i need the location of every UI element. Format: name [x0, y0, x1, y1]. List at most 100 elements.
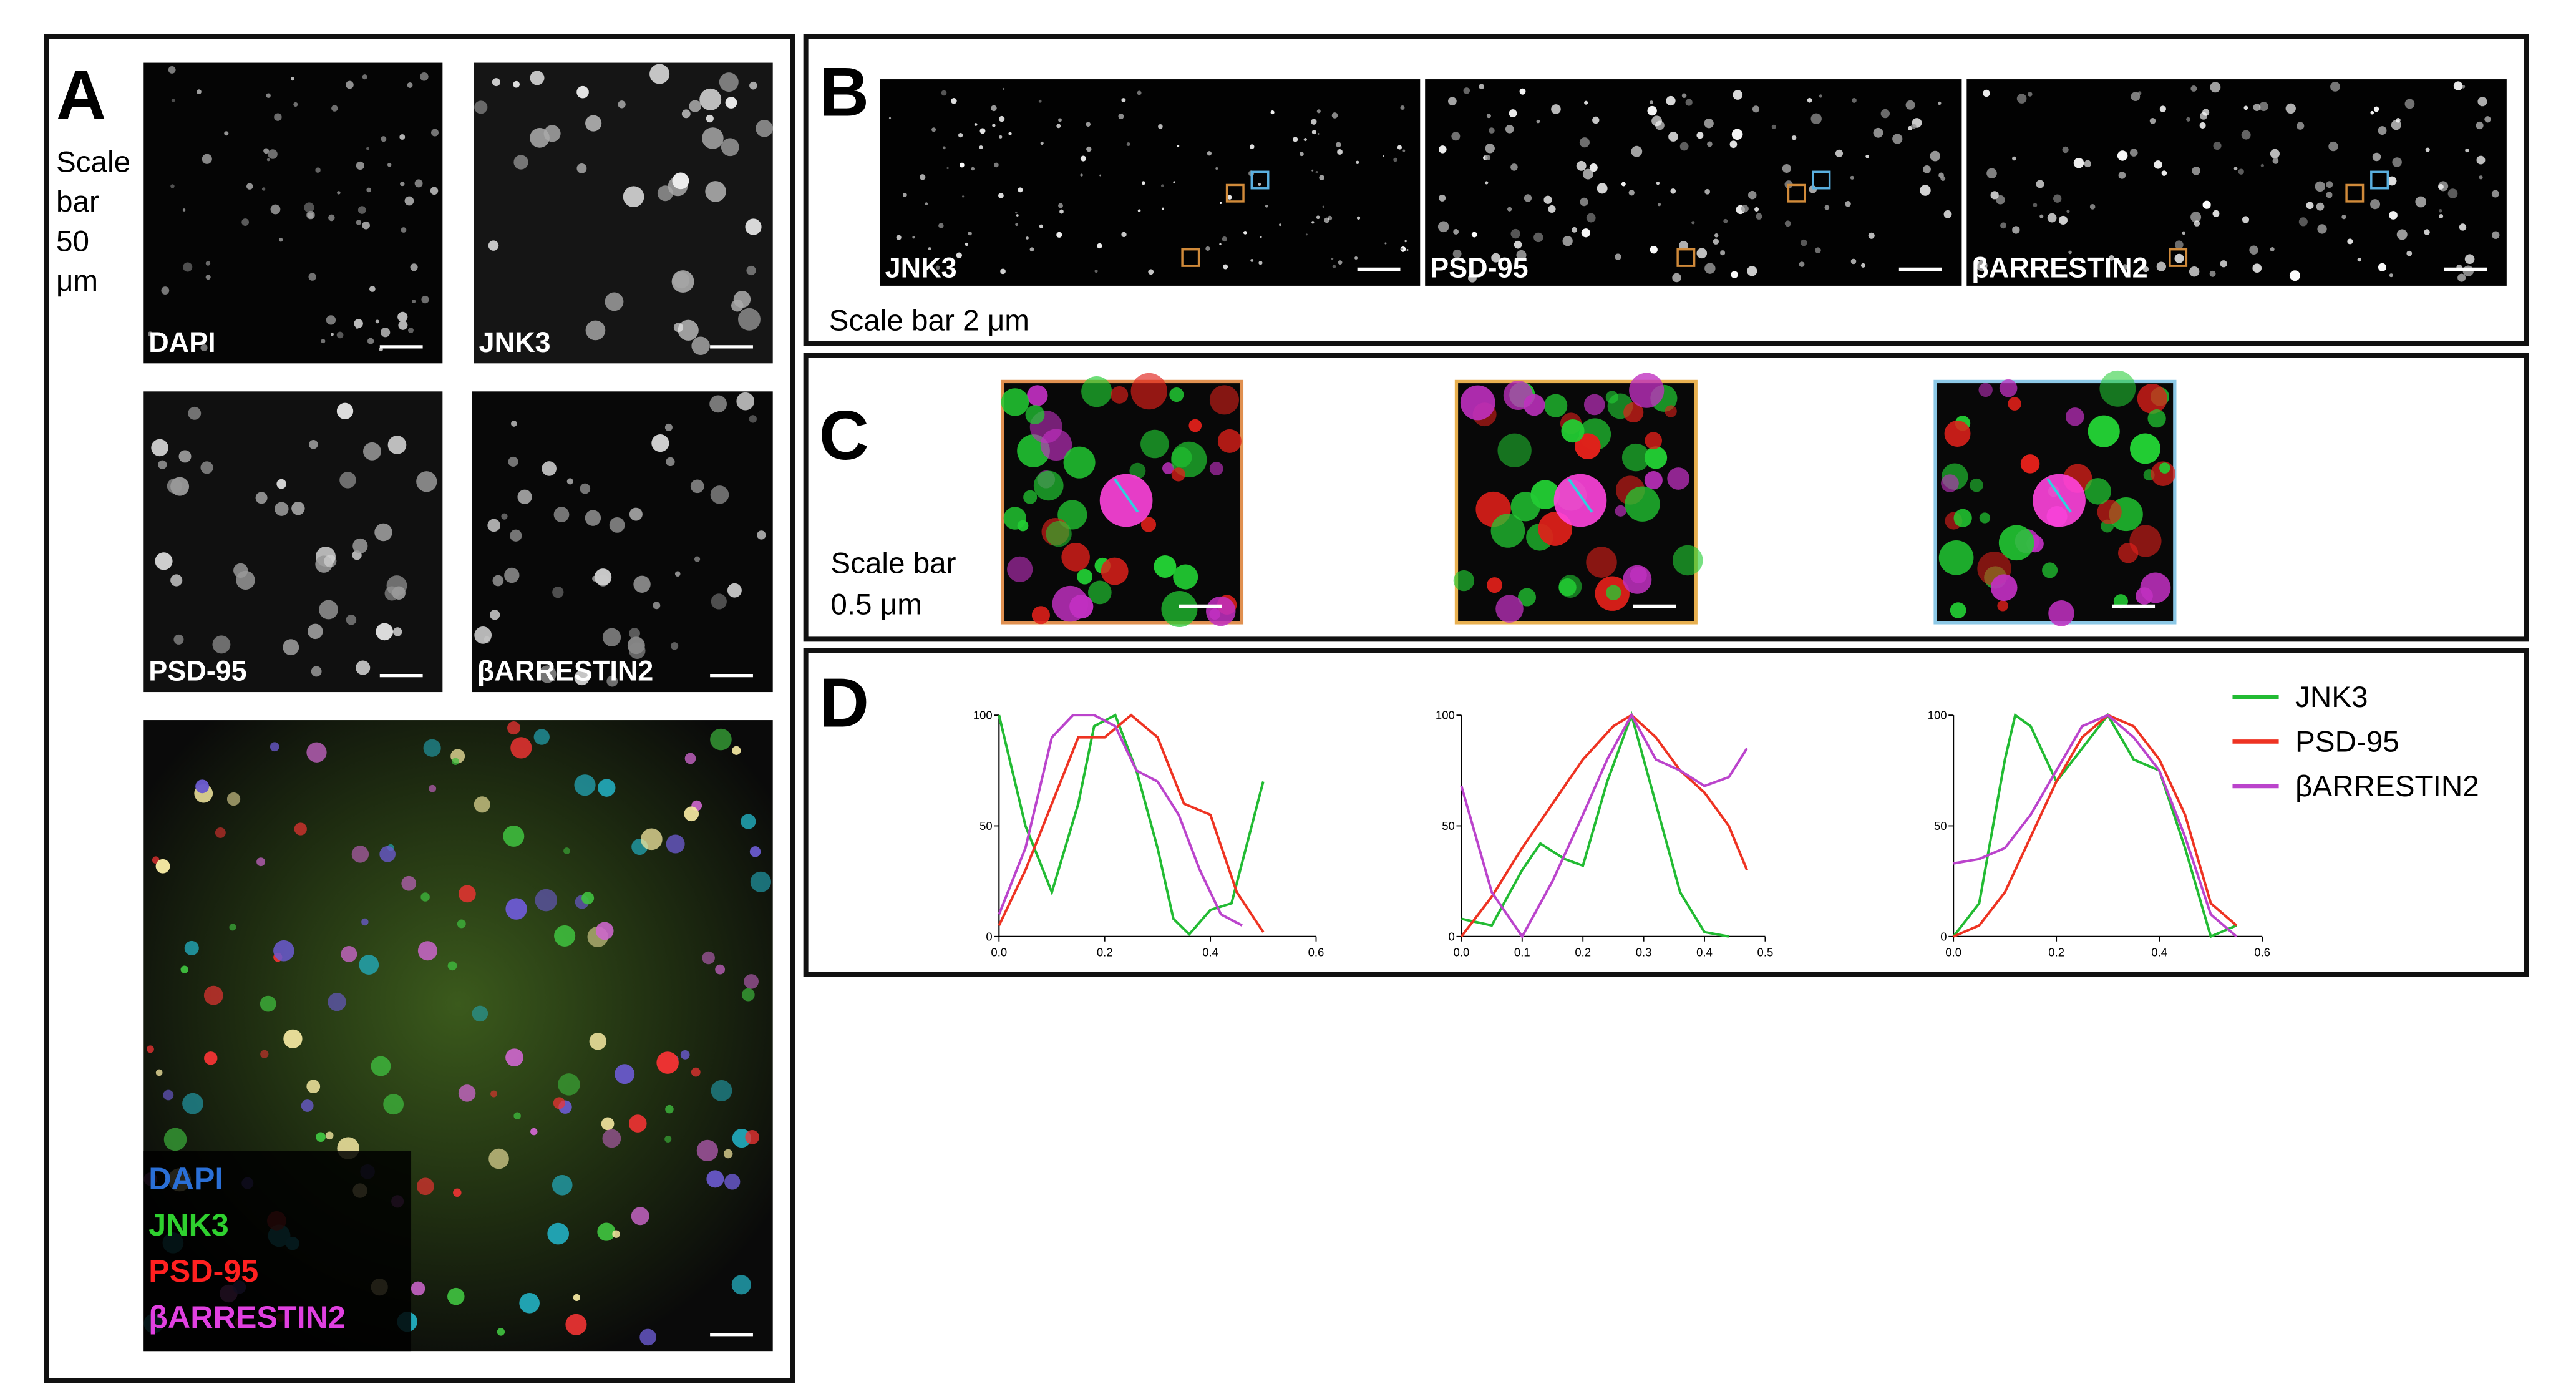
x-tick-label: 0.0	[991, 946, 1007, 959]
x-tick-label: 0.6	[1308, 946, 1324, 959]
signal-spot	[1097, 243, 1102, 249]
signal-spot	[492, 575, 504, 587]
panel-letter: A	[56, 56, 106, 134]
signal-spot	[741, 814, 756, 829]
scale-note: Scale bar 2 μm	[829, 304, 1029, 337]
signal-spot	[1491, 253, 1501, 263]
panel-letter: D	[819, 664, 869, 742]
signal-spot	[354, 319, 363, 328]
signal-spot	[1337, 149, 1343, 155]
roi-box	[2169, 248, 2188, 267]
signal-spot	[1733, 90, 1743, 100]
signal-spot	[1860, 263, 1865, 268]
arrow	[1567, 478, 1593, 513]
micrograph	[472, 391, 773, 693]
signal-spot	[399, 134, 406, 140]
signal-spot	[2137, 383, 2167, 414]
signal-spot	[1657, 203, 1661, 207]
signal-spot	[1810, 113, 1822, 125]
signal-spot	[2243, 105, 2248, 110]
signal-spot	[414, 179, 423, 188]
signal-spot	[1209, 385, 1239, 415]
signal-spot	[1126, 142, 1130, 147]
signal-spot	[1497, 433, 1532, 468]
signal-spot	[1001, 388, 1029, 416]
signal-spot	[1437, 221, 1449, 233]
signal-spot	[155, 1069, 163, 1076]
signal-spot	[2457, 273, 2466, 282]
scale-note: Scale bar	[830, 547, 956, 580]
signal-spot	[920, 174, 926, 180]
signal-spot	[710, 728, 732, 751]
signal-spot	[1868, 232, 1875, 239]
signal-spot	[1665, 405, 1677, 417]
signal-spot	[2415, 196, 2427, 208]
signal-spot	[999, 135, 1003, 139]
signal-spot	[1998, 525, 2034, 561]
signal-spot	[356, 161, 364, 170]
signal-spot	[283, 639, 299, 656]
signal-spot	[1322, 205, 1324, 208]
signal-spot	[1516, 250, 1527, 260]
signal-spot	[336, 331, 344, 339]
signal-spot	[691, 336, 710, 355]
signal-spot	[1679, 241, 1688, 250]
signal-spot	[1938, 172, 1944, 178]
signal-spot	[2437, 183, 2444, 190]
signal-spot	[361, 918, 369, 926]
signal-spot	[1033, 470, 1064, 501]
signal-spot	[2253, 104, 2261, 111]
signal-spot	[1311, 169, 1314, 172]
signal-spot	[1880, 109, 1890, 119]
signal-spot	[1487, 577, 1503, 593]
signal-spot	[2316, 202, 2325, 211]
signal-spot	[1681, 93, 1687, 99]
signal-spot	[1509, 109, 1517, 118]
signal-spot	[1930, 150, 1941, 162]
signal-spot	[2464, 254, 2475, 265]
signal-spot	[2465, 148, 2469, 153]
signal-spot	[1720, 250, 1726, 256]
signal-spot	[513, 155, 528, 170]
signal-spot	[657, 185, 673, 202]
merge-legend-label: DAPI	[148, 1161, 223, 1196]
signal-spot	[912, 236, 915, 239]
signal-spot	[416, 471, 437, 492]
signal-spot	[974, 123, 978, 126]
signal-spot	[935, 265, 940, 270]
signal-spot	[1990, 574, 2018, 602]
signal-spot	[598, 779, 616, 797]
signal-spot	[416, 1177, 434, 1196]
signal-spot	[1754, 207, 1759, 212]
signal-spot	[1771, 124, 1776, 129]
panel-c-frame	[803, 353, 2529, 642]
signal-spot	[1953, 509, 1972, 527]
signal-spot	[1086, 146, 1092, 152]
signal-spot	[2130, 433, 2160, 464]
signal-spot	[931, 127, 936, 132]
signal-spot	[503, 825, 525, 847]
signal-spot	[2392, 157, 2402, 167]
signal-spot	[505, 898, 527, 920]
signal-spot	[379, 846, 396, 862]
signal-spot	[1018, 187, 1023, 193]
signal-spot	[1791, 135, 1797, 140]
signal-spot	[535, 889, 558, 912]
signal-spot	[666, 457, 675, 467]
signal-spot	[1850, 175, 1854, 180]
signal-spot	[431, 129, 439, 137]
signal-spot	[2047, 213, 2057, 223]
signal-spot	[1941, 474, 1959, 492]
signal-spot	[711, 1080, 732, 1101]
signal-spot	[1668, 132, 1678, 142]
signal-spot	[1173, 181, 1175, 183]
signal-spot	[691, 1067, 701, 1077]
signal-spot	[1154, 555, 1177, 578]
signal-spot	[1401, 248, 1404, 251]
signal-spot	[719, 72, 739, 92]
signal-spot	[888, 117, 892, 120]
data-line	[998, 714, 1243, 927]
signal-spot	[2186, 117, 2191, 122]
signal-spot	[690, 479, 704, 494]
